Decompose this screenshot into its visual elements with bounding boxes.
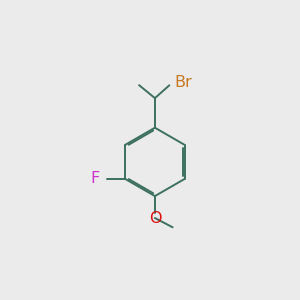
Text: O: O bbox=[149, 211, 161, 226]
Text: Br: Br bbox=[174, 75, 192, 90]
Text: F: F bbox=[91, 172, 100, 187]
